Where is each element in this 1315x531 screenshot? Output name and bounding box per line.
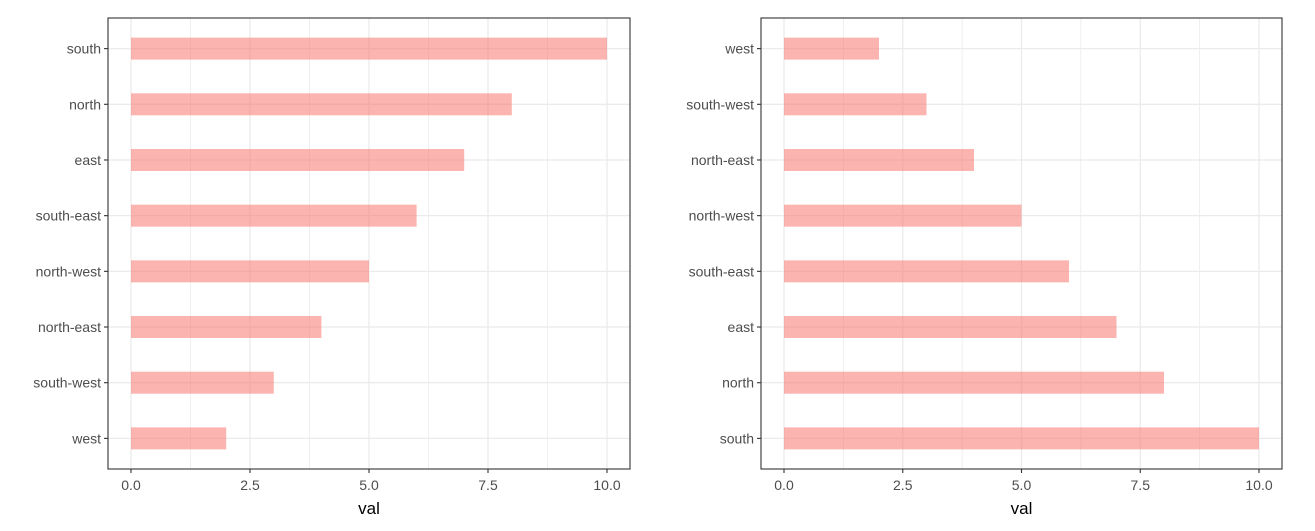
y-tick-label: south-west xyxy=(33,375,101,391)
bar-north: north: 8 xyxy=(131,93,512,116)
bar-north-west: north-west: 5 xyxy=(131,260,369,283)
x-tick-label: 0.0 xyxy=(121,477,141,493)
bar-south-west: south-west: 3 xyxy=(131,371,274,394)
bar-east: east: 7 xyxy=(784,316,1117,339)
bar-west: west: 2 xyxy=(131,427,227,450)
bar-east: east: 7 xyxy=(131,148,465,171)
x-axis-title: val xyxy=(358,499,380,518)
bar-west: west: 2 xyxy=(784,37,879,60)
y-tick-label: north-east xyxy=(691,152,754,168)
bar-north-east: north-east: 4 xyxy=(784,148,974,171)
bar-north: north: 8 xyxy=(784,371,1164,394)
x-axis-title: val xyxy=(1011,499,1033,518)
x-tick-label: 10.0 xyxy=(593,477,620,493)
y-tick-label: south xyxy=(720,430,754,446)
bar-south-east: south-east: 6 xyxy=(784,260,1069,283)
y-tick-label: east xyxy=(75,152,102,168)
y-tick-label: south-west xyxy=(686,96,754,112)
x-tick-label: 5.0 xyxy=(1012,477,1032,493)
y-tick-label: south xyxy=(67,41,101,57)
bar-south: south: 10 xyxy=(131,37,607,60)
bar-north-east: north-east: 4 xyxy=(131,316,322,339)
y-tick-label: west xyxy=(724,41,754,57)
x-tick-label: 2.5 xyxy=(240,477,260,493)
y-tick-label: north-west xyxy=(36,263,101,279)
x-tick-label: 10.0 xyxy=(1245,477,1272,493)
x-tick-label: 2.5 xyxy=(893,477,913,493)
bar-south: south: 10 xyxy=(784,427,1259,450)
bar-south-east: south-east: 6 xyxy=(131,204,417,227)
y-tick-label: south-east xyxy=(689,263,754,279)
bar-south-west: south-west: 3 xyxy=(784,93,927,116)
chart-panel-2: west: 2 south-west: 3 north-east: 4 north-w… xyxy=(686,17,1283,518)
x-tick-label: 7.5 xyxy=(1131,477,1151,493)
chart-panel-1: south: 10 north: 8 east: 7 south-east: 6 nor… xyxy=(33,17,631,518)
y-tick-label: north xyxy=(722,375,754,391)
x-tick-label: 5.0 xyxy=(359,477,379,493)
y-tick-label: north xyxy=(69,96,101,112)
y-tick-label: west xyxy=(71,430,101,446)
x-tick-label: 0.0 xyxy=(774,477,794,493)
y-tick-label: north-west xyxy=(689,208,754,224)
bar-north-west: north-west: 5 xyxy=(784,204,1022,227)
y-tick-label: south-east xyxy=(36,208,101,224)
y-tick-label: north-east xyxy=(38,319,101,335)
y-tick-label: east xyxy=(728,319,755,335)
x-tick-label: 7.5 xyxy=(478,477,498,493)
